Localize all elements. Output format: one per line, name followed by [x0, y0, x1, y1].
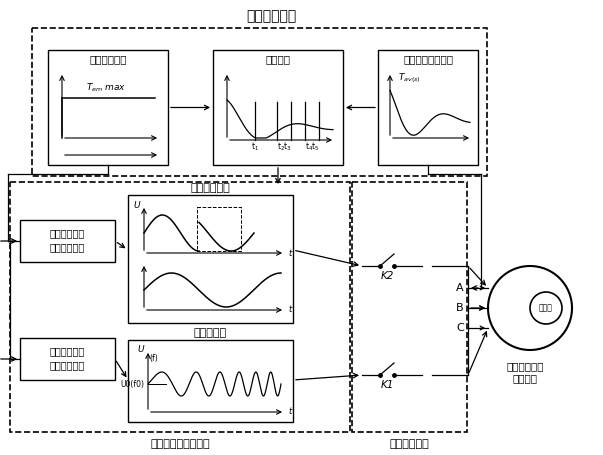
Text: 调压、调频: 调压、调频 — [194, 328, 227, 338]
Text: U: U — [133, 201, 140, 209]
Text: 起动驱动单元: 起动驱动单元 — [50, 360, 85, 370]
Bar — [20, 220, 115, 262]
Text: 最大同步转矩: 最大同步转矩 — [89, 54, 127, 64]
Text: (f): (f) — [149, 354, 158, 363]
Text: 主控制器: 主控制器 — [265, 54, 291, 64]
Text: t: t — [288, 248, 291, 258]
Text: t: t — [288, 305, 291, 314]
Text: C: C — [456, 323, 464, 333]
Text: K1: K1 — [380, 380, 394, 390]
Text: 异步起动永磁
同步电机: 异步起动永磁 同步电机 — [507, 361, 544, 383]
Text: B: B — [456, 303, 464, 313]
Text: T$_{av(s)}$: T$_{av(s)}$ — [398, 71, 421, 85]
Text: U: U — [137, 344, 144, 354]
Text: K2: K2 — [380, 271, 394, 281]
Text: 切换开关模块: 切换开关模块 — [390, 439, 429, 449]
Text: 异步合成起动转矩: 异步合成起动转矩 — [403, 54, 453, 64]
Text: t$_1$: t$_1$ — [251, 141, 259, 153]
Text: 异步合成转矩: 异步合成转矩 — [50, 346, 85, 356]
Text: t$_4$t$_5$: t$_4$t$_5$ — [305, 141, 320, 153]
Text: 相位切断跳变: 相位切断跳变 — [191, 183, 230, 193]
Bar — [48, 50, 168, 165]
Bar — [20, 338, 115, 380]
Text: 编码器: 编码器 — [539, 303, 553, 313]
Bar — [378, 50, 478, 165]
Text: U0(f0): U0(f0) — [120, 379, 144, 389]
Bar — [213, 50, 343, 165]
Bar — [128, 340, 293, 422]
Bar — [10, 182, 350, 432]
Text: A: A — [456, 283, 464, 293]
Bar — [32, 28, 487, 176]
Bar — [352, 182, 467, 432]
Text: 双通道电机驱动模块: 双通道电机驱动模块 — [150, 439, 210, 449]
Text: T$_{em}$ max: T$_{em}$ max — [86, 82, 127, 94]
Bar — [128, 195, 293, 323]
Text: 最大同步转矩: 最大同步转矩 — [50, 228, 85, 238]
Text: 控制处理模块: 控制处理模块 — [247, 9, 297, 23]
Text: t: t — [288, 408, 291, 416]
Text: t$_2$t$_3$: t$_2$t$_3$ — [277, 141, 291, 153]
Text: 起动驱动单元: 起动驱动单元 — [50, 242, 85, 252]
